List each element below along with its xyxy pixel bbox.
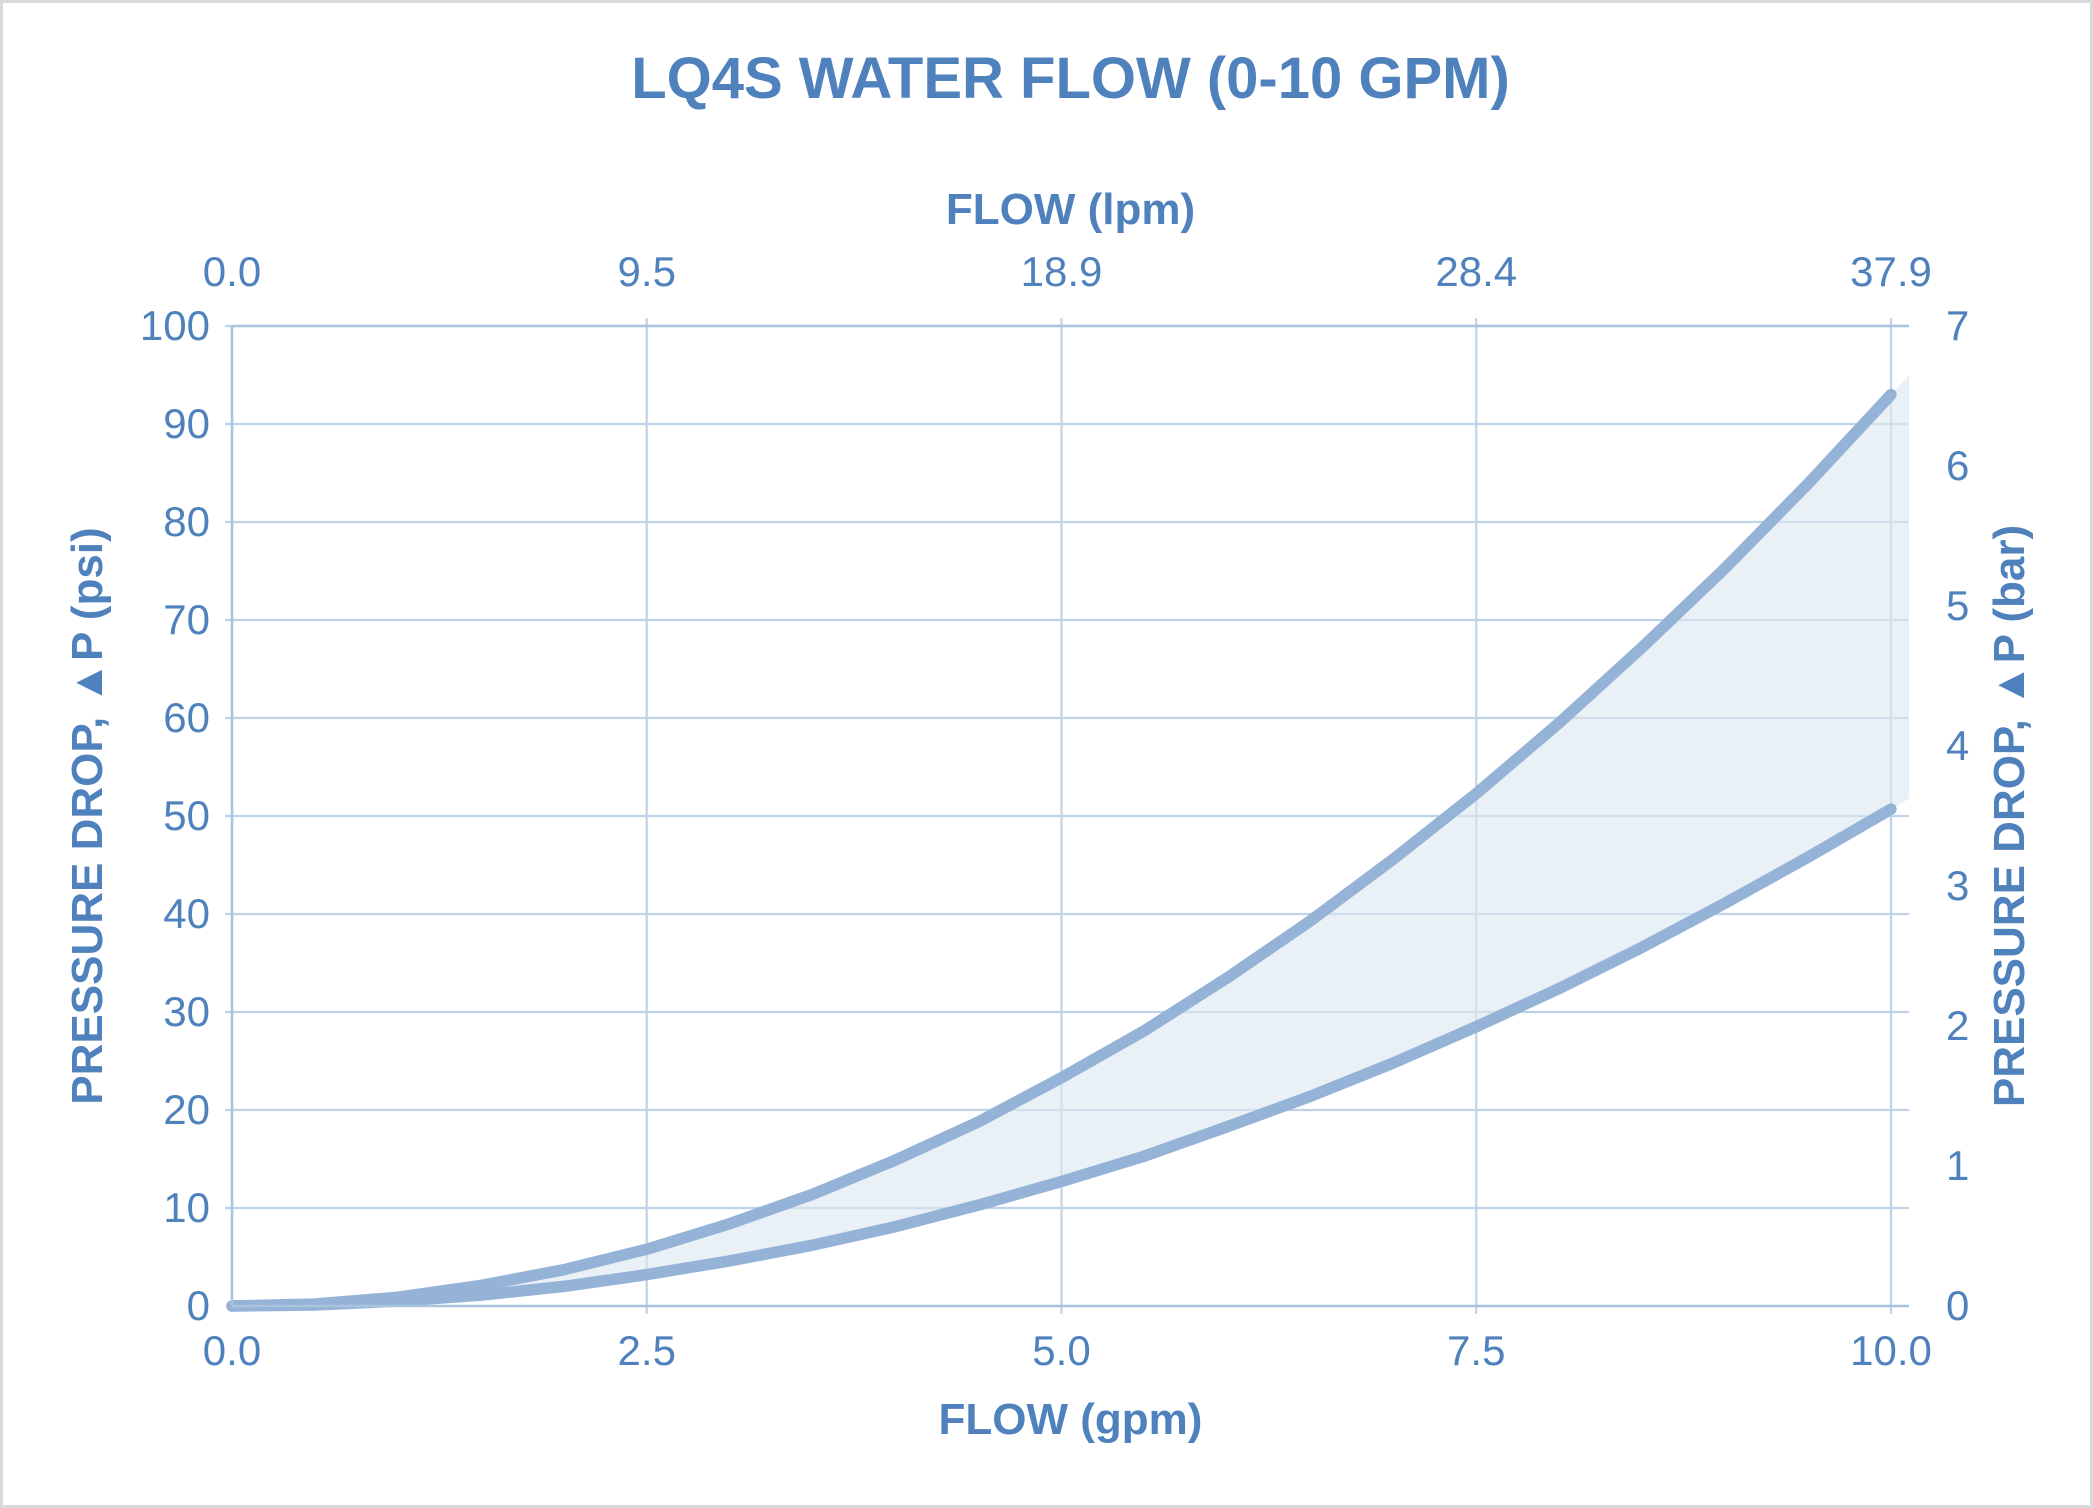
top-axis-tick-label: 0.0 — [202, 248, 262, 295]
bottom-axis-tick-label: 2.5 — [617, 1327, 676, 1374]
top-axis-title: FLOW (lpm) — [945, 185, 1196, 234]
left-axis-tick-label: 10 — [163, 1184, 210, 1231]
left-axis-tick-label: 30 — [163, 988, 210, 1035]
bottom-axis-tick-label: 5.0 — [1032, 1327, 1091, 1374]
upper-curve — [226, 388, 1897, 1312]
left-axis-tick-label: 50 — [163, 792, 210, 839]
bottom-axis-tick-label: 7.5 — [1447, 1327, 1506, 1374]
chart-title: LQ4S WATER FLOW (0-10 GPM) — [631, 46, 1510, 111]
left-axis-title: PRESSURE DROP, ▲P (psi) — [63, 527, 112, 1105]
right-axis-tick-label: 7 — [1946, 302, 1970, 349]
pressure-drop-band-fill — [232, 375, 1909, 1306]
left-axis-tick-label: 20 — [163, 1086, 210, 1133]
plot-area — [225, 318, 1909, 1314]
left-axis-tick-label: 90 — [163, 400, 210, 447]
left-axis-tick-label: 80 — [163, 498, 210, 545]
right-axis-title: PRESSURE DROP, ▲P (bar) — [1985, 524, 2034, 1108]
right-axis-tick-label: 1 — [1946, 1142, 1970, 1189]
left-axis-tick-label: 60 — [163, 694, 210, 741]
right-axis-tick-label: 3 — [1946, 862, 1970, 909]
top-axis-tick-label: 18.9 — [1020, 248, 1103, 295]
left-axis-tick-label: 70 — [163, 596, 210, 643]
right-axis-tick-label: 6 — [1946, 442, 1970, 489]
top-axis-tick-label: 37.9 — [1850, 248, 1932, 295]
right-axis-tick-label: 5 — [1946, 582, 1970, 629]
left-axis-tick-label: 100 — [139, 302, 210, 349]
bottom-axis-tick-label: 0.0 — [202, 1327, 262, 1374]
bottom-axis-title: FLOW (gpm) — [938, 1395, 1203, 1444]
right-axis-tick-label: 4 — [1946, 722, 1970, 769]
lower-curve — [226, 803, 1897, 1312]
top-axis-tick-label: 28.4 — [1435, 248, 1518, 295]
left-axis-tick-label: 40 — [163, 890, 210, 937]
right-axis-tick-label: 0 — [1946, 1282, 1970, 1329]
bottom-axis-tick-label: 10.0 — [1850, 1327, 1932, 1374]
top-axis-tick-label: 9.5 — [617, 248, 676, 295]
right-axis-tick-label: 2 — [1946, 1002, 1970, 1049]
left-axis-tick-label: 0 — [186, 1282, 210, 1329]
